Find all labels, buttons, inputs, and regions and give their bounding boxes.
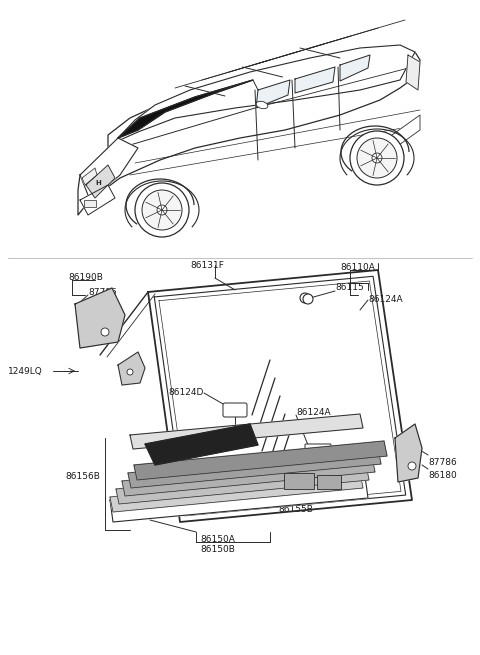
Polygon shape [395,424,422,482]
Ellipse shape [256,102,268,109]
Text: 86124D: 86124D [168,388,204,397]
Text: 86124A: 86124A [296,408,331,417]
Polygon shape [80,138,138,200]
Circle shape [357,138,397,178]
Polygon shape [80,185,115,215]
Circle shape [372,153,382,163]
Bar [84,200,96,207]
Circle shape [350,131,404,185]
Polygon shape [118,352,145,385]
Polygon shape [134,441,387,480]
Text: 86156B: 86156B [65,472,100,481]
Circle shape [127,369,133,375]
Polygon shape [295,67,335,93]
Text: 86123A: 86123A [253,495,288,504]
Polygon shape [256,80,290,108]
Text: 86190B: 86190B [68,273,103,282]
FancyBboxPatch shape [305,444,331,456]
Polygon shape [116,465,369,504]
Polygon shape [385,115,420,155]
Polygon shape [122,457,375,496]
Polygon shape [82,168,97,185]
Circle shape [300,293,310,303]
Polygon shape [406,55,420,90]
Text: 86131F: 86131F [190,261,224,270]
Text: 86110A: 86110A [340,263,375,272]
Circle shape [142,190,182,230]
Text: 87786: 87786 [88,288,117,297]
FancyBboxPatch shape [223,403,247,417]
Text: 86150B: 86150B [200,545,235,554]
Polygon shape [110,476,368,522]
Polygon shape [110,473,363,512]
Circle shape [101,328,109,336]
Polygon shape [145,424,258,465]
Polygon shape [86,165,115,198]
Polygon shape [340,55,370,81]
Text: 87786: 87786 [428,458,457,467]
Circle shape [157,205,167,215]
Text: 86155B: 86155B [278,505,313,514]
Circle shape [303,294,313,304]
Text: 86150A: 86150A [200,535,235,544]
FancyBboxPatch shape [317,475,341,489]
Text: H: H [95,180,101,186]
Polygon shape [148,270,412,522]
FancyBboxPatch shape [284,473,314,489]
Polygon shape [130,414,363,449]
Polygon shape [118,80,253,138]
Circle shape [135,183,189,237]
Text: 86180: 86180 [428,471,457,480]
Text: 86115: 86115 [335,283,364,292]
Text: 1249LQ: 1249LQ [8,367,43,376]
Polygon shape [78,48,420,215]
Polygon shape [128,449,381,488]
Text: 86124A: 86124A [368,295,403,304]
Polygon shape [118,45,415,140]
Circle shape [408,462,416,470]
Polygon shape [75,288,125,348]
